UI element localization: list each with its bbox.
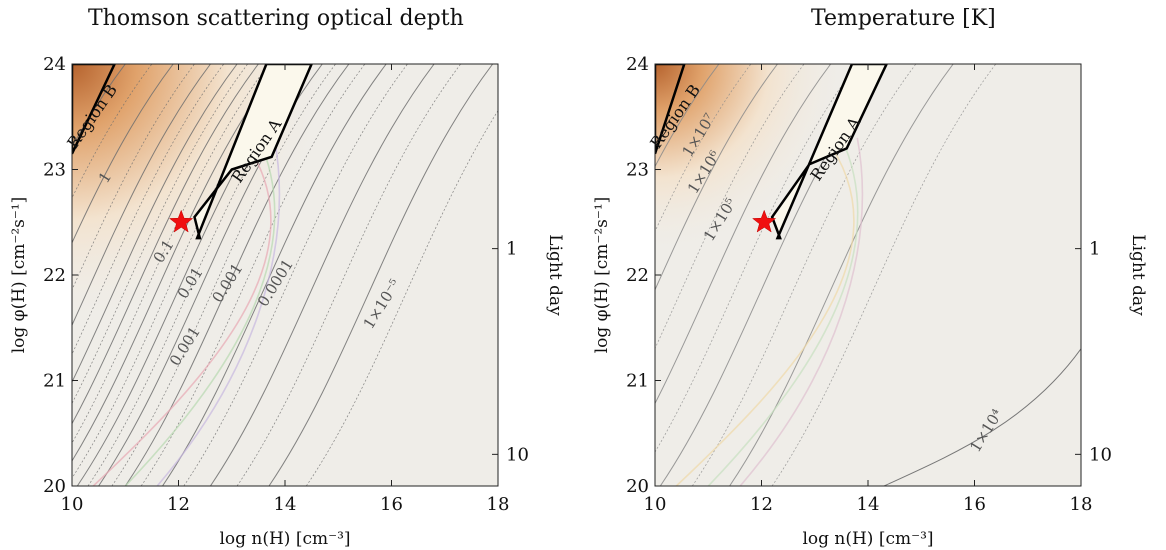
y-tick-label: 20	[43, 476, 66, 497]
contour-line	[72, 64, 259, 425]
temperature-panel: Temperature [K] Region A Region B 1×10⁷ 1×1…	[583, 0, 1166, 550]
x-axis-label: log n(H) [cm⁻³]	[802, 529, 933, 549]
contour-line	[92, 137, 272, 486]
contour-line	[306, 110, 498, 486]
region-a-outline	[193, 64, 313, 240]
contour-line	[692, 64, 917, 486]
contour-line	[72, 64, 238, 384]
contour-line	[124, 64, 350, 486]
contour-line	[72, 64, 211, 327]
region-a-outline	[770, 64, 888, 240]
y-tick-label: 21	[626, 371, 649, 392]
y2-tick-label: 1	[1089, 239, 1100, 260]
y-tick-label: 23	[43, 160, 66, 181]
contour-line	[729, 64, 954, 486]
star-marker	[169, 209, 194, 233]
x-tick-label: 16	[963, 494, 986, 515]
x-tick-label: 14	[274, 494, 297, 515]
contour-line	[655, 64, 720, 168]
x-tick-label: 14	[857, 494, 880, 515]
contour-line	[268, 64, 494, 486]
contour-line	[72, 64, 281, 462]
chart-title: Thomson scattering optical depth	[88, 6, 464, 31]
contour-line	[124, 137, 276, 486]
x-tick-label: 12	[167, 494, 190, 515]
contour-line	[72, 64, 174, 244]
contour-line	[209, 64, 435, 486]
y-axis-label: log φ(H) [cm⁻²s⁻¹]	[9, 197, 29, 354]
contour-line	[236, 64, 461, 486]
x-tick-label: 18	[1070, 494, 1093, 515]
contour-line	[72, 64, 153, 199]
x-tick-label: 18	[487, 494, 510, 515]
contour-line	[883, 348, 1081, 486]
y-tick-label: 23	[626, 160, 649, 181]
y2-axis-label: Light day	[1128, 234, 1148, 316]
contour-line	[675, 137, 855, 486]
contour-line	[655, 64, 778, 291]
contour-line	[655, 64, 832, 405]
contour-group	[655, 64, 1081, 486]
y-tick-label: 24	[43, 54, 66, 75]
y-tick-label: 20	[626, 476, 649, 497]
star-marker	[752, 209, 777, 233]
y2-tick-label: 10	[1089, 444, 1112, 465]
contour-line	[72, 64, 248, 405]
y-tick-label: 22	[626, 265, 649, 286]
contour-line	[655, 64, 752, 233]
gradient-fill	[655, 64, 1081, 486]
y-tick-label: 22	[43, 265, 66, 286]
y2-tick-label: 10	[506, 444, 529, 465]
contour-line	[739, 137, 864, 486]
optical-depth-panel: Thomson scattering optical depth Region …	[9, 6, 565, 549]
y-tick-label: 24	[626, 54, 649, 75]
region-b-outline	[655, 64, 686, 155]
contour-line	[771, 64, 997, 486]
x-tick-label: 10	[61, 494, 84, 515]
x-tick-label: 10	[644, 494, 667, 515]
x-tick-label: 16	[380, 494, 403, 515]
contour-line	[111, 64, 336, 486]
contour-line	[707, 137, 859, 486]
x-axis-label: log n(H) [cm⁻³]	[219, 529, 350, 549]
region-b-outline	[72, 64, 116, 155]
y2-axis-label: Light day	[545, 234, 565, 316]
y2-tick-label: 1	[506, 239, 517, 260]
contour-line	[140, 64, 366, 486]
y-axis-label: log φ(H) [cm⁻²s⁻¹]	[592, 197, 612, 354]
contour-line	[72, 64, 225, 355]
contour-group	[72, 64, 498, 486]
contour-line	[156, 137, 281, 486]
contour-line	[72, 64, 270, 444]
contour-line	[655, 64, 805, 350]
chart-title: Temperature [K]	[811, 6, 996, 31]
x-tick-label: 12	[750, 494, 773, 515]
contour-line	[72, 64, 195, 291]
y-tick-label: 21	[43, 371, 66, 392]
contour-line	[183, 64, 408, 486]
contour-line	[655, 64, 858, 453]
